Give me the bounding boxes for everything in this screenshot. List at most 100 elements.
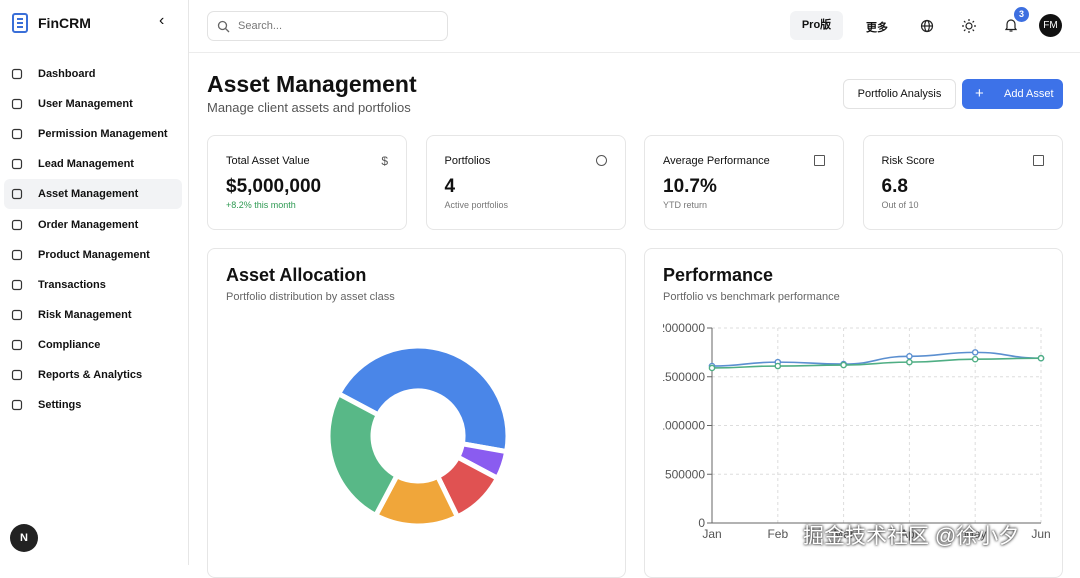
stat-label: Portfolios: [444, 155, 491, 167]
pro-button[interactable]: Pro版: [790, 11, 843, 40]
nav-item[interactable]: Permission Management: [4, 119, 182, 149]
allocation-card: Asset Allocation Portfolio distribution …: [207, 248, 626, 578]
nav-icon-shape: [11, 159, 23, 170]
chart-title: Asset Allocation: [226, 265, 367, 285]
badge[interactable]: N: [10, 524, 38, 552]
chart-subtitle: Portfolio distribution by asset class: [226, 291, 395, 303]
y-tick-label: 2000000: [663, 321, 705, 335]
nav-label: Transactions: [38, 278, 106, 291]
nav-label: Dashboard: [38, 68, 96, 80]
stat-icon: $: [381, 154, 388, 168]
y-tick-label: 1000000: [663, 419, 705, 433]
nav-item[interactable]: Compliance: [4, 330, 182, 360]
nav-label: Permission Management: [38, 128, 168, 141]
series-point: [971, 355, 979, 363]
chart-title: Performance: [663, 265, 774, 285]
donut-chart: [325, 343, 511, 529]
search-placeholder: Search...: [238, 20, 283, 32]
stat-label: Total Asset Value: [226, 155, 310, 167]
page-title: Asset Management: [207, 71, 417, 97]
nav-label: Lead Management: [38, 158, 134, 171]
stat-value: 6.8: [881, 176, 908, 197]
nav-icon-shape: [11, 129, 23, 140]
nav-icon: [11, 68, 23, 80]
nav-icon-shape: [11, 309, 23, 320]
nav-icon: [11, 249, 23, 260]
nav-label: Asset Management: [38, 188, 139, 201]
nav-icon-shape: [11, 279, 23, 290]
nav-item[interactable]: Lead Management: [4, 149, 182, 179]
nav-label: Settings: [38, 399, 82, 412]
series-point: [840, 361, 847, 369]
nav-icon-shape: [11, 339, 23, 350]
nav-item[interactable]: Reports & Analytics: [4, 360, 182, 390]
nav-icon: [11, 309, 23, 320]
nav-icon: [11, 399, 23, 411]
theme-icon[interactable]: [962, 19, 976, 33]
add-asset-button[interactable]: + Add Asset: [962, 79, 1063, 109]
nav-label: Reports & Analytics: [38, 369, 143, 381]
line-chart: 0 500000 1000000 1500000 2000000 Jan Feb Mar Apr…: [663, 321, 1051, 541]
nav-icon: [11, 129, 23, 140]
x-tick-label: Apr: [900, 527, 919, 541]
x-tick-label: May: [964, 527, 987, 541]
donut-segment: [325, 390, 401, 519]
stat-card: Risk Score 6.8 Out of 10: [862, 135, 1063, 230]
stat-card: Total Asset Value $ $5,000,000 +8.2% this m…: [207, 135, 407, 230]
nav-label: Risk Management: [38, 308, 132, 321]
nav-label: User Management: [38, 98, 133, 111]
y-tick-label: 1500000: [663, 370, 705, 384]
nav-icon-shape: [11, 249, 23, 260]
language-icon[interactable]: [920, 19, 934, 33]
bell-icon[interactable]: [1004, 18, 1018, 33]
nav-icon: [11, 98, 23, 110]
nav-label: Product Management: [38, 248, 150, 261]
stat-icon: [595, 155, 607, 166]
nav-item[interactable]: Order Management: [4, 210, 182, 240]
nav-item[interactable]: User Management: [4, 89, 182, 119]
add-asset-label: Add Asset: [1004, 88, 1054, 100]
x-tick-label: Mar: [833, 527, 854, 541]
avatar[interactable]: FM: [1039, 14, 1062, 37]
nav-icon: [11, 219, 23, 230]
nav-icon: [11, 369, 23, 381]
brand: FinCRM: [38, 15, 91, 31]
nav-icon-shape: [11, 369, 23, 381]
stat-card: Portfolios 4 Active portfolios: [425, 135, 626, 230]
nav-icon-shape: [11, 98, 23, 110]
nav-item[interactable]: Transactions: [4, 270, 182, 300]
nav-item[interactable]: Asset Management: [4, 179, 182, 210]
logo-icon: [12, 13, 28, 33]
stat-note: Out of 10: [881, 200, 919, 210]
nav-item[interactable]: Product Management: [4, 240, 182, 270]
nav-icon: [11, 339, 23, 350]
portfolio-analysis-button[interactable]: Portfolio Analysis: [843, 79, 956, 109]
chart-subtitle: Portfolio vs benchmark performance: [663, 291, 840, 303]
series-point: [774, 362, 782, 370]
nav-icon-shape: [11, 219, 23, 230]
stat-note: YTD return: [663, 200, 708, 210]
series-line: [711, 351, 1042, 367]
nav-item[interactable]: Settings: [4, 390, 182, 420]
x-tick-label: Jun: [1031, 527, 1050, 541]
plus-icon: +: [975, 85, 984, 102]
nav-item[interactable]: Dashboard: [4, 59, 182, 89]
nav-label: Compliance: [38, 338, 101, 351]
series-point: [708, 364, 716, 372]
nav-icon-shape: [11, 68, 23, 80]
stat-label: Average Performance: [663, 155, 770, 167]
nav-item[interactable]: Risk Management: [4, 300, 182, 330]
y-tick-label: 0: [698, 516, 705, 530]
search-box[interactable]: Search...: [207, 11, 448, 41]
collapse-button[interactable]: ‹: [159, 12, 165, 29]
y-tick-label: 500000: [665, 467, 705, 481]
stat-value: 4: [444, 176, 456, 197]
watermark: 掘金技术社区 @徐小夕: [803, 525, 1020, 548]
stat-value: $5,000,000: [226, 176, 322, 197]
more-button[interactable]: 更多: [866, 22, 888, 34]
nav-icon: [11, 189, 23, 200]
x-tick-label: Feb: [767, 527, 788, 541]
stat-note: +8.2% this month: [226, 200, 296, 210]
sidebar: FinCRM ‹ Dashboard User Management Permiss…: [0, 0, 189, 565]
